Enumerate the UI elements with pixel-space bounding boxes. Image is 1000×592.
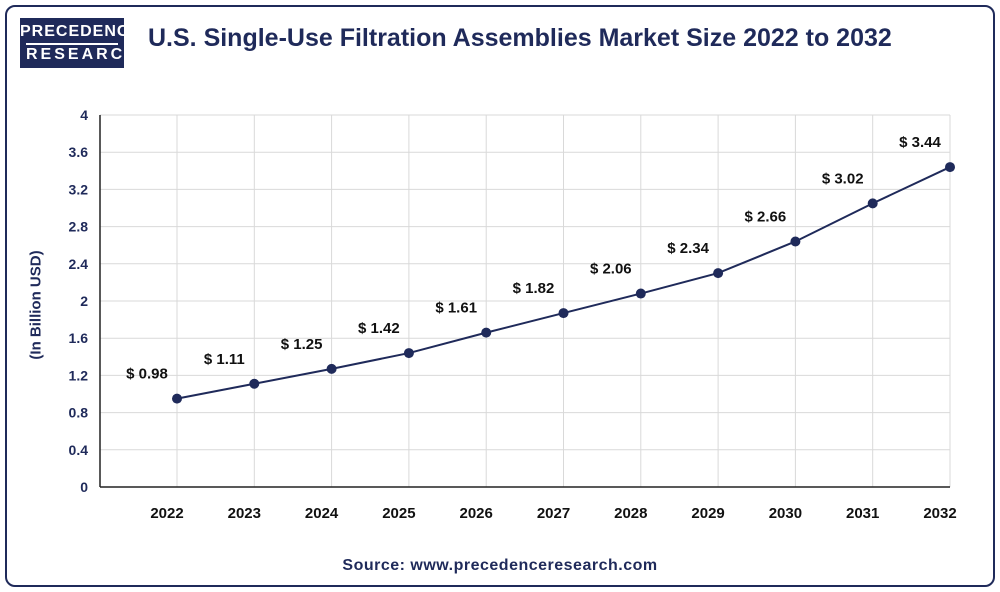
y-tick-label: 0.8 xyxy=(69,405,89,421)
x-tick-label: 2029 xyxy=(691,505,724,522)
x-tick-label: 2028 xyxy=(614,505,647,522)
data-point xyxy=(713,268,724,279)
logo-line-2: RESEARCH xyxy=(26,43,137,65)
data-label: $ 1.61 xyxy=(435,300,477,317)
y-tick-label: 3.6 xyxy=(69,144,89,160)
x-tick-label: 2023 xyxy=(228,505,261,522)
x-tick-label: 2031 xyxy=(846,505,879,522)
x-tick-label: 2025 xyxy=(382,505,415,522)
y-tick-label: 1.6 xyxy=(69,330,89,346)
x-tick-label: 2027 xyxy=(537,505,570,522)
data-point xyxy=(790,236,801,247)
data-point xyxy=(172,393,182,404)
data-label: $ 1.11 xyxy=(204,351,245,368)
data-label: $ 2.34 xyxy=(667,240,709,257)
y-tick-label: 2.8 xyxy=(69,219,89,235)
data-label: $ 0.98 xyxy=(126,366,168,383)
x-tick-label: 2032 xyxy=(923,505,956,522)
data-label: $ 1.25 xyxy=(281,336,323,353)
data-point xyxy=(635,288,646,299)
data-point xyxy=(403,348,414,359)
data-point xyxy=(326,363,337,374)
chart-title: U.S. Single-Use Filtration Assemblies Ma… xyxy=(148,24,892,52)
data-label: $ 1.82 xyxy=(513,280,555,297)
x-tick-label: 2022 xyxy=(150,505,183,522)
x-tick-label: 2030 xyxy=(769,505,802,522)
y-tick-label: 2.4 xyxy=(69,256,89,272)
data-label: $ 3.44 xyxy=(899,134,941,151)
data-point xyxy=(558,308,569,319)
source-note: Source: www.precedenceresearch.com xyxy=(342,557,658,574)
data-label: $ 2.66 xyxy=(745,208,787,225)
chart-frame xyxy=(5,5,995,587)
brand-logo: PRECEDENCE RESEARCH xyxy=(20,18,142,68)
data-label: $ 1.42 xyxy=(358,320,400,337)
y-tick-label: 0 xyxy=(80,479,88,495)
y-tick-label: 0.4 xyxy=(69,442,89,458)
data-point xyxy=(945,162,955,173)
y-tick-label: 3.2 xyxy=(69,181,89,197)
data-label: $ 3.02 xyxy=(822,170,864,187)
y-tick-label: 4 xyxy=(80,107,88,123)
x-tick-label: 2024 xyxy=(305,505,339,522)
y-tick-label: 2 xyxy=(80,293,88,309)
data-label: $ 2.06 xyxy=(590,261,632,278)
data-point xyxy=(867,198,878,209)
y-tick-label: 1.2 xyxy=(69,367,89,383)
logo-line-1: PRECEDENCE xyxy=(20,23,142,40)
data-point xyxy=(249,378,260,389)
x-tick-label: 2026 xyxy=(460,505,493,522)
data-point xyxy=(481,327,492,338)
